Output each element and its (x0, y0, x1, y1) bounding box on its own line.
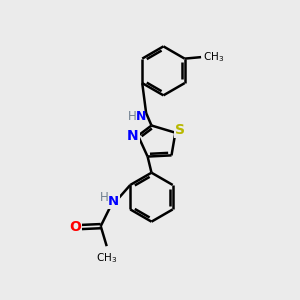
Text: S: S (176, 123, 185, 137)
Text: N: N (136, 110, 146, 123)
Text: N: N (107, 195, 118, 208)
Text: CH$_3$: CH$_3$ (203, 50, 224, 64)
Text: CH$_3$: CH$_3$ (96, 251, 117, 265)
Text: O: O (69, 220, 81, 234)
Text: H: H (128, 110, 136, 123)
Text: H: H (100, 191, 108, 204)
Text: N: N (127, 129, 139, 143)
